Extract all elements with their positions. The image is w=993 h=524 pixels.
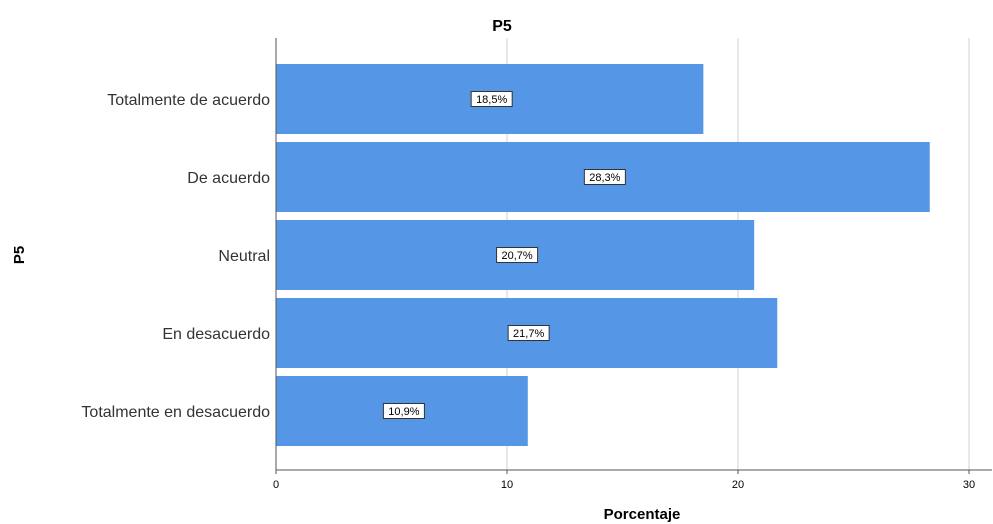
- data-label-box: [470, 91, 513, 107]
- data-label: 21,7%: [507, 325, 550, 341]
- category-labels: Totalmente de acuerdo De acuerdo Neutral En…: [81, 92, 270, 421]
- x-tick-label: 20: [732, 479, 744, 491]
- bars: [276, 64, 930, 446]
- data-label-box: [382, 403, 425, 419]
- data-label-text: 18,5%: [476, 94, 507, 106]
- chart-title: P5: [492, 18, 512, 35]
- data-label-box: [507, 325, 550, 341]
- data-label-text: 10,9%: [388, 406, 419, 418]
- data-label: 10,9%: [382, 403, 425, 419]
- data-label-box: [583, 169, 626, 185]
- x-tick-labels: 0 10 20 30: [273, 470, 975, 491]
- data-labels: 18,5% 28,3% 20,7% 21,7% 10,9%: [382, 91, 626, 419]
- category-label: De acuerdo: [187, 170, 270, 187]
- x-axis-title: Porcentaje: [604, 506, 681, 523]
- x-tick-label: 0: [273, 479, 279, 491]
- category-label: Totalmente de acuerdo: [107, 92, 270, 109]
- data-label-text: 20,7%: [501, 250, 532, 262]
- data-label-box: [496, 247, 539, 263]
- category-label: En desacuerdo: [162, 326, 270, 343]
- category-label: Neutral: [218, 248, 270, 265]
- category-label: Totalmente en desacuerdo: [81, 404, 270, 421]
- data-label: 28,3%: [583, 169, 626, 185]
- data-label: 20,7%: [496, 247, 539, 263]
- x-tick-label: 10: [501, 479, 513, 491]
- data-label: 18,5%: [470, 91, 513, 107]
- data-label-text: 28,3%: [589, 172, 620, 184]
- data-label-text: 21,7%: [513, 328, 544, 340]
- x-tick-label: 30: [963, 479, 975, 491]
- y-axis-title: P5: [11, 246, 28, 264]
